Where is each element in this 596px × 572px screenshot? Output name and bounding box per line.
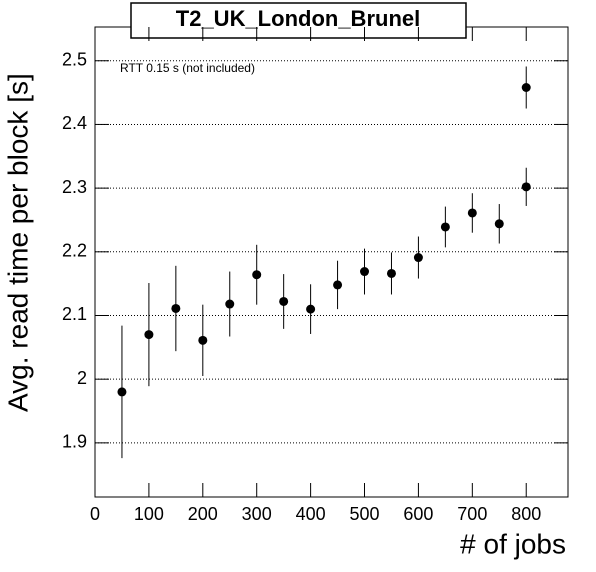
- data-point: [333, 280, 343, 290]
- data-point: [494, 219, 504, 229]
- y-tick-label: 1.9: [62, 432, 87, 452]
- data-point: [386, 268, 396, 278]
- chart-title: T2_UK_London_Brunel: [176, 6, 420, 31]
- x-tick-label: 500: [349, 504, 379, 524]
- x-tick-label: 200: [188, 504, 218, 524]
- x-axis-label: # of jobs: [460, 528, 566, 559]
- x-tick-label: 100: [134, 504, 164, 524]
- data-point: [198, 335, 208, 345]
- y-tick-label: 2.4: [62, 113, 87, 133]
- y-tick-label: 2.5: [62, 50, 87, 70]
- x-tick-label: 800: [511, 504, 541, 524]
- y-tick-label: 2.3: [62, 177, 87, 197]
- x-tick-label: 300: [242, 504, 272, 524]
- plot-frame: [94, 26, 569, 498]
- x-tick-label: 0: [90, 504, 100, 524]
- data-point: [521, 83, 531, 93]
- data-point: [279, 296, 289, 306]
- data-point: [117, 387, 127, 397]
- x-tick-label: 400: [296, 504, 326, 524]
- y-tick-label: 2.1: [62, 304, 87, 324]
- y-axis-label: Avg. read time per block [s]: [2, 73, 33, 412]
- x-tick-label: 700: [457, 504, 487, 524]
- data-point: [360, 267, 370, 277]
- data-point: [144, 330, 154, 340]
- data-point: [413, 253, 423, 263]
- data-point: [252, 270, 262, 280]
- data-point: [225, 299, 235, 309]
- data-point: [467, 208, 477, 218]
- data-point: [306, 304, 316, 314]
- y-tick-label: 2: [77, 368, 87, 388]
- data-point: [171, 303, 181, 313]
- title-box: [130, 2, 467, 39]
- data-point: [521, 182, 531, 192]
- data-point: [440, 222, 450, 232]
- annotation: RTT 0.15 s (not included): [120, 61, 255, 75]
- x-tick-label: 600: [403, 504, 433, 524]
- y-tick-label: 2.2: [62, 241, 87, 261]
